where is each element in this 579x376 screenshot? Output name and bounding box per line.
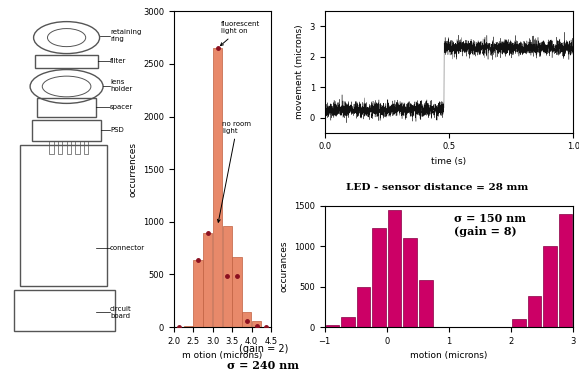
Bar	[388, 210, 401, 327]
Text: no room
light: no room light	[218, 121, 251, 222]
Bar	[35, 55, 98, 68]
Y-axis label: movement (microns): movement (microns)	[295, 25, 304, 119]
Text: σ = 240 nm: σ = 240 nm	[228, 360, 299, 371]
Text: fluorescent
light on: fluorescent light on	[221, 21, 261, 45]
Text: LED - sensor distance = 28 mm: LED - sensor distance = 28 mm	[346, 183, 528, 193]
Text: PSD: PSD	[110, 127, 124, 133]
X-axis label: m otion (microns): m otion (microns)	[182, 352, 262, 361]
Bar	[49, 141, 53, 154]
Bar	[574, 275, 579, 327]
Bar	[32, 120, 101, 141]
Text: σ = 150 nm
(gain = 8): σ = 150 nm (gain = 8)	[454, 213, 526, 237]
Bar	[512, 319, 526, 327]
Y-axis label: occurances: occurances	[280, 241, 288, 292]
Text: spacer: spacer	[110, 104, 133, 110]
Bar	[213, 48, 222, 327]
Text: retaining
ring: retaining ring	[110, 29, 141, 42]
Bar	[193, 260, 203, 327]
Text: filter: filter	[110, 58, 126, 64]
Bar	[543, 246, 557, 327]
Bar	[404, 238, 417, 327]
Bar	[419, 280, 433, 327]
Bar	[20, 145, 107, 286]
Bar	[75, 141, 80, 154]
Text: lens
holder: lens holder	[110, 79, 132, 92]
Text: connector: connector	[110, 245, 145, 251]
Bar	[84, 141, 89, 154]
X-axis label: motion (microns): motion (microns)	[411, 352, 488, 361]
Bar	[372, 228, 386, 327]
X-axis label: time (s): time (s)	[431, 157, 467, 166]
Bar	[58, 141, 63, 154]
Bar	[357, 287, 371, 327]
Bar	[67, 141, 71, 154]
Bar	[325, 325, 339, 327]
Bar	[203, 233, 212, 327]
Bar	[184, 326, 193, 327]
Bar	[559, 214, 572, 327]
Bar	[232, 256, 241, 327]
Bar	[242, 312, 251, 327]
Text: circuit
board: circuit board	[110, 306, 132, 318]
Bar	[527, 296, 541, 327]
Bar	[14, 290, 115, 331]
Y-axis label: occurrences: occurrences	[129, 142, 137, 197]
Text: (gain = 2): (gain = 2)	[239, 344, 288, 353]
Bar	[252, 321, 261, 327]
Bar	[222, 226, 232, 327]
Bar	[341, 317, 355, 327]
Bar	[37, 98, 96, 117]
